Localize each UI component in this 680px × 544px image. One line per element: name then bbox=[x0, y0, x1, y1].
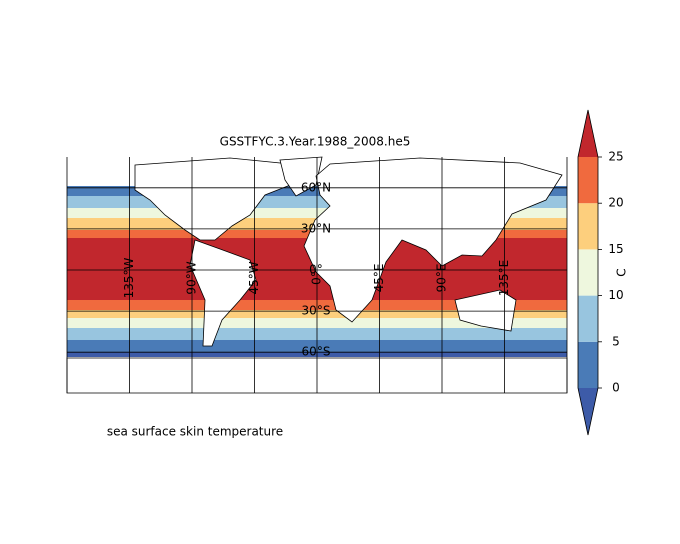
colorbar-band bbox=[578, 341, 598, 388]
lon-label: 0° bbox=[310, 271, 324, 285]
colorbar: 0 5 10 15 20 25 C bbox=[577, 109, 629, 436]
colorbar-band bbox=[578, 295, 598, 342]
colorbar-band bbox=[578, 249, 598, 296]
lon-label: 90°E bbox=[435, 264, 449, 293]
lon-label: 45°W bbox=[247, 261, 261, 294]
lat-label: 30°S bbox=[302, 304, 331, 318]
lon-label: 45°E bbox=[372, 264, 386, 293]
map-title: GSSTFYC.3.Year.1988_2008.he5 bbox=[220, 135, 411, 149]
colorbar-band bbox=[578, 157, 598, 204]
colorbar-tick-label: 5 bbox=[612, 334, 620, 348]
graticule: 60°N 30°N 0° 30°S 60°S 135°W 90°W 45°W 0° 45°E 90°… bbox=[66, 157, 568, 393]
lat-label: 30°N bbox=[301, 221, 331, 235]
colorbar-tick-label: 0 bbox=[612, 381, 620, 395]
lon-label: 135°W bbox=[122, 257, 136, 298]
colorbar-tick-label: 15 bbox=[608, 242, 623, 256]
lon-label: 135°E bbox=[497, 260, 511, 297]
colorbar-tick-label: 20 bbox=[608, 196, 623, 210]
lat-label: 0° bbox=[309, 263, 323, 277]
caption: sea surface skin temperature bbox=[107, 425, 283, 439]
colorbar-extend-low bbox=[578, 388, 598, 435]
lat-label: 60°S bbox=[302, 345, 331, 359]
colorbar-tick-label: 10 bbox=[608, 288, 623, 302]
colorbar-band bbox=[578, 203, 598, 250]
colorbar-label: C bbox=[615, 268, 629, 276]
lat-label: 60°N bbox=[301, 180, 331, 194]
colorbar-extend-high bbox=[578, 110, 598, 157]
colorbar-tick-label: 25 bbox=[608, 150, 623, 164]
lon-label: 90°W bbox=[185, 261, 199, 294]
